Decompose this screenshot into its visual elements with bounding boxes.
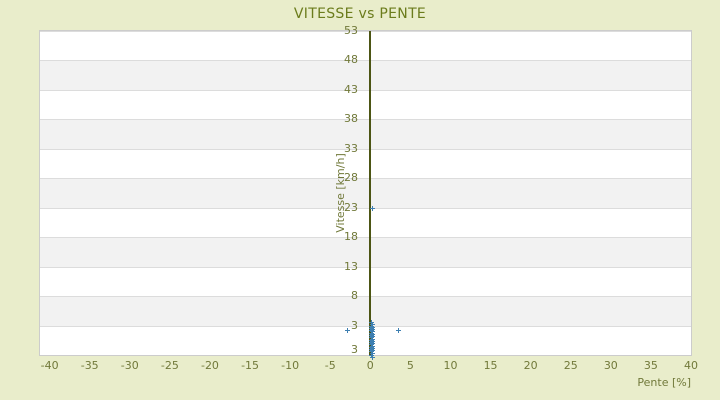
data-point bbox=[396, 328, 402, 334]
y-tick-label: 8 bbox=[351, 289, 358, 303]
data-point bbox=[369, 320, 375, 325]
x-tick-label: -25 bbox=[160, 359, 179, 372]
y-tick-label: 48 bbox=[344, 53, 358, 67]
y-axis-min-label: 3 bbox=[351, 343, 358, 356]
x-tick-label: -40 bbox=[40, 359, 59, 372]
x-tick-label: 25 bbox=[563, 359, 578, 372]
data-point bbox=[369, 321, 375, 327]
h-gridline bbox=[40, 237, 691, 239]
h-gridline bbox=[40, 325, 691, 327]
plot-stripe bbox=[40, 31, 691, 61]
data-point bbox=[369, 351, 375, 357]
x-tick-label: -10 bbox=[281, 359, 300, 372]
x-tick-label: 20 bbox=[523, 359, 538, 372]
data-point bbox=[369, 348, 375, 354]
y-tick-label: 38 bbox=[344, 112, 358, 126]
plot-stripe bbox=[40, 178, 691, 208]
x-tick-label: -20 bbox=[200, 359, 219, 372]
x-tick-label: 5 bbox=[406, 359, 414, 372]
data-point bbox=[369, 349, 375, 355]
y-tick-label: 33 bbox=[344, 141, 358, 155]
x-tick-label: 15 bbox=[483, 359, 498, 372]
y-tick-label: 23 bbox=[344, 200, 358, 214]
h-gridline bbox=[40, 119, 691, 121]
h-gridline bbox=[40, 266, 691, 268]
plot-stripe bbox=[40, 148, 691, 179]
x-tick-label: -15 bbox=[241, 359, 260, 372]
plot-stripe bbox=[40, 296, 691, 326]
x-tick-label: -35 bbox=[80, 359, 99, 372]
h-gridline bbox=[40, 89, 691, 91]
plot-stripe bbox=[40, 325, 691, 355]
h-gridline bbox=[40, 178, 691, 180]
plot-stripe bbox=[40, 237, 691, 267]
plot-stripe bbox=[40, 60, 691, 90]
y-tick-label: 53 bbox=[344, 24, 358, 37]
plot-stripe bbox=[40, 89, 691, 120]
plot-stripe bbox=[40, 207, 691, 238]
x-tick-label: 40 bbox=[684, 359, 698, 372]
plot-stripe bbox=[40, 119, 691, 149]
data-point bbox=[369, 353, 375, 358]
y-tick-label: 28 bbox=[344, 171, 358, 185]
h-gridline bbox=[40, 207, 691, 209]
x-tick-label: 0 bbox=[366, 359, 374, 372]
data-point bbox=[345, 328, 351, 334]
x-tick-label: -5 bbox=[324, 359, 336, 372]
h-gridline bbox=[40, 31, 691, 32]
x-tick-label: -30 bbox=[120, 359, 139, 372]
plot-area bbox=[39, 30, 692, 356]
x-tick-label: 30 bbox=[603, 359, 618, 372]
chart-title: VITESSE vs PENTE bbox=[293, 6, 427, 22]
x-tick-label: 10 bbox=[443, 359, 458, 372]
y-axis-line bbox=[369, 31, 372, 355]
y-tick-label: 3 bbox=[351, 318, 358, 332]
h-gridline bbox=[40, 148, 691, 150]
x-axis-title: Pente [%] bbox=[637, 376, 691, 389]
y-tick-label: 18 bbox=[344, 230, 358, 244]
h-gridline bbox=[40, 296, 691, 298]
data-point bbox=[369, 355, 375, 361]
data-point bbox=[369, 205, 375, 211]
x-tick-label: 35 bbox=[643, 359, 658, 372]
y-tick-label: 13 bbox=[344, 259, 358, 273]
y-axis-title: Vitesse [km/h] bbox=[334, 153, 347, 233]
y-tick-label: 43 bbox=[344, 82, 358, 96]
plot-stripe bbox=[40, 266, 691, 297]
h-gridline bbox=[40, 60, 691, 62]
